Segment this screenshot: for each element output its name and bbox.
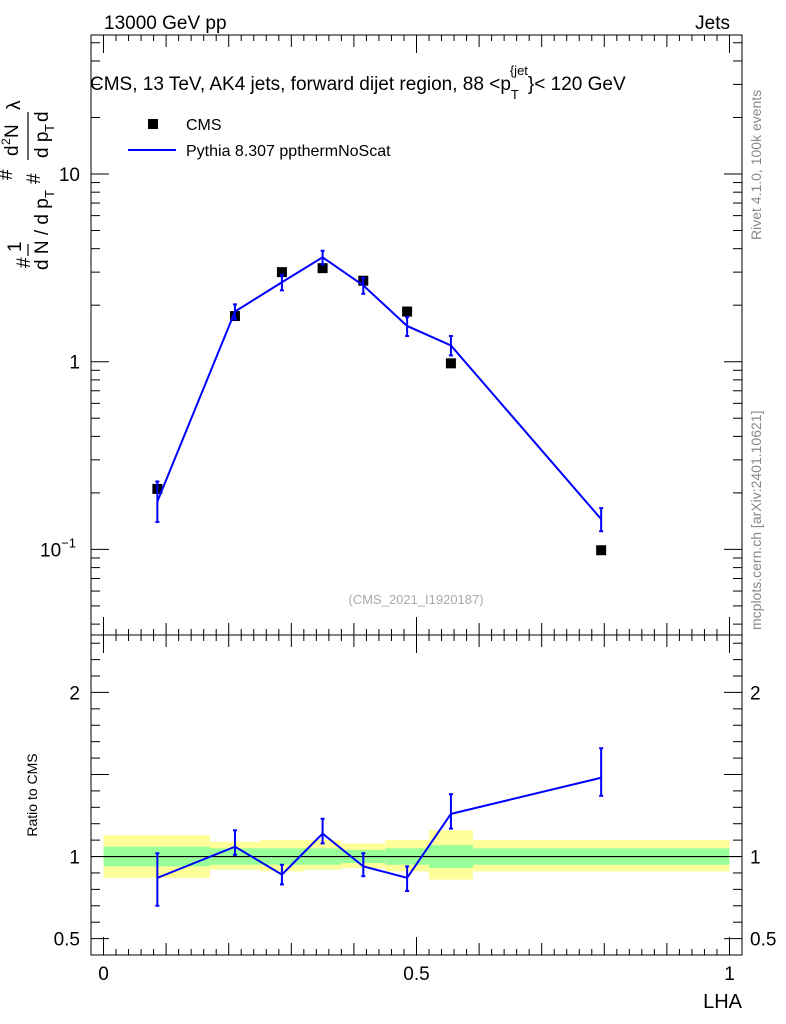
pythia-line (156, 256, 602, 520)
svg-text:#: # (24, 173, 45, 184)
svg-text:#: # (14, 257, 35, 268)
svg-text:d N / d p: d N / d p (32, 198, 53, 270)
legend-marker-cms (148, 119, 158, 129)
svg-text:λ: λ (4, 100, 25, 110)
rivet-label: Rivet 4.1.0, 100k events (748, 90, 764, 240)
main-ytick-label: 10 (59, 165, 80, 186)
watermark: (CMS_2021_I1920187) (348, 592, 483, 607)
ratio-ytick-label: 0.5 (54, 930, 80, 951)
svg-text:d: d (32, 111, 53, 122)
ratio-xtick-label: 0 (98, 964, 109, 985)
svg-text:d: d (2, 145, 23, 156)
svg-text:d p: d p (32, 132, 53, 158)
legend-label-cms: CMS (186, 117, 222, 134)
cms-point (402, 306, 413, 317)
ratio-line (156, 776, 602, 880)
axis-ticks (91, 35, 742, 956)
svg-text:2: 2 (0, 138, 13, 145)
svg-text:T: T (42, 124, 57, 132)
legend-label-pythia: Pythia 8.307 ppthermNoScat (186, 143, 391, 160)
svg-text:1: 1 (5, 241, 26, 252)
cms-point (596, 545, 607, 556)
ratio-ytick-label: 2 (69, 683, 80, 704)
ratio-y-axis-label: Ratio to CMS (24, 753, 40, 836)
cms-point (317, 263, 328, 274)
header-left: 13000 GeV pp (104, 13, 227, 34)
ratio-ytick-label: 1 (69, 848, 80, 869)
x-axis-label: LHA (703, 991, 743, 1013)
main-title: CMS, 13 TeV, AK4 jets, forward dijet reg… (90, 63, 626, 102)
ratio-ytick-label-right: 1 (750, 848, 761, 869)
ratio-xtick-label: 1 (724, 964, 735, 985)
ratio-ytick-label-right: 2 (750, 683, 761, 704)
main-ytick-label: 10−1 (40, 535, 76, 561)
header-right: Jets (695, 13, 730, 34)
ratio-uncertainty-bands (91, 830, 742, 880)
main-y-axis-label: # 1 d N / d p T # d 2 N # d p T d λ (0, 100, 57, 270)
cms-point (445, 358, 456, 369)
legend: CMS Pythia 8.307 ppthermNoScat (128, 117, 391, 160)
data-series (152, 249, 607, 907)
ratio-ytick-label-right: 0.5 (750, 930, 776, 951)
svg-text:N: N (2, 124, 23, 138)
mcplots-label: mcplots.cern.ch [arXiv:2401.10621] (748, 411, 764, 630)
main-ytick-label: 1 (69, 353, 80, 374)
axis-tick-labels: 10 1 10−1 0 0.5 1 0.5 0.5 1 1 2 2 (40, 165, 776, 985)
cms-point (276, 267, 287, 278)
svg-text:#: # (0, 169, 17, 180)
ratio-panel-frame (90, 634, 743, 956)
ratio-xtick-label: 0.5 (403, 964, 429, 985)
svg-text:T: T (42, 190, 57, 198)
